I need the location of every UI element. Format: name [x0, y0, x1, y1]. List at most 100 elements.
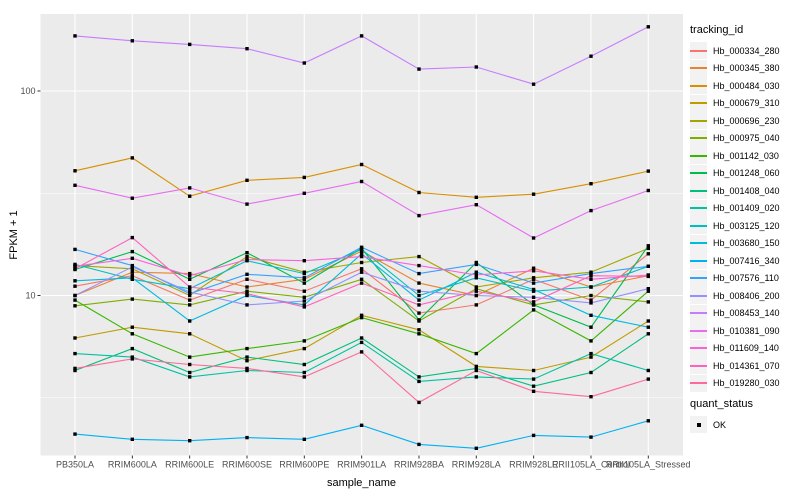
data-point	[73, 298, 77, 302]
data-point	[188, 42, 192, 47]
legend-item-Hb_000334_280: Hb_000334_280	[690, 42, 800, 60]
legend-key-icon	[690, 199, 707, 217]
legend-item-label: Hb_000334_280	[713, 45, 780, 56]
data-point	[474, 293, 478, 298]
data-point	[646, 419, 650, 423]
legend-item-Hb_001248_060: Hb_001248_060	[690, 164, 800, 183]
data-point	[474, 366, 478, 371]
data-point	[589, 339, 593, 343]
data-point	[417, 254, 421, 259]
x-tick-label: RRIM928LA	[452, 460, 501, 470]
data-point	[188, 274, 192, 278]
data-point	[417, 328, 421, 332]
series-line-swatch-icon	[690, 382, 707, 385]
data-point	[646, 169, 650, 173]
legend-item-Hb_000484_030: Hb_000484_030	[690, 77, 800, 95]
data-point	[531, 192, 536, 196]
data-point	[417, 400, 421, 405]
data-point	[188, 355, 192, 359]
data-point	[245, 292, 249, 296]
data-point	[474, 195, 478, 199]
data-point	[589, 271, 593, 276]
data-point	[417, 298, 421, 302]
data-point	[589, 395, 593, 399]
data-point	[245, 366, 249, 371]
x-tick-label: RRIM928LE	[509, 460, 558, 470]
series-line-swatch-icon	[690, 84, 707, 87]
data-point	[531, 236, 536, 240]
legend-item-label: Hb_003680_150	[713, 238, 780, 249]
data-point	[589, 435, 593, 439]
legend-item-Hb_001409_020: Hb_001409_020	[690, 199, 800, 218]
data-point	[474, 260, 478, 265]
legend-key-icon	[690, 339, 707, 357]
data-point	[359, 247, 364, 252]
legend-item-label: Hb_010381_090	[713, 325, 780, 336]
data-point	[589, 54, 593, 58]
data-point	[417, 311, 421, 315]
data-point	[531, 308, 536, 312]
series-line-swatch-icon	[690, 207, 707, 210]
series-line-swatch-icon	[690, 67, 707, 70]
data-point	[417, 379, 421, 384]
legend-key-icon	[690, 129, 707, 147]
data-point	[245, 303, 249, 307]
data-point	[589, 325, 593, 329]
data-point	[245, 346, 249, 351]
data-point	[474, 65, 478, 69]
series-line-swatch-icon	[690, 49, 707, 52]
legend-item-label: Hb_008406_200	[713, 290, 780, 301]
data-point	[646, 319, 650, 323]
data-point	[646, 252, 650, 256]
legend-key-icon	[690, 322, 707, 340]
data-point	[359, 340, 364, 345]
data-point	[130, 355, 134, 359]
data-point	[245, 368, 249, 373]
data-point	[359, 350, 364, 354]
legend-tracking-id: tracking_id Hb_000334_280 Hb_000345_380 Hb…	[690, 24, 800, 392]
legend-key-icon	[690, 217, 707, 235]
data-point	[589, 285, 593, 289]
data-point	[531, 269, 536, 273]
data-point	[302, 303, 306, 307]
data-point	[359, 277, 364, 281]
x-axis-title: sample_name	[326, 477, 397, 489]
data-point	[73, 34, 77, 38]
data-point	[417, 263, 421, 268]
legend-key-icon	[690, 234, 707, 252]
data-point	[474, 262, 478, 267]
data-point	[73, 183, 77, 187]
data-point	[302, 375, 306, 379]
data-point	[646, 289, 650, 293]
series-line-swatch-icon	[690, 277, 707, 280]
data-point	[646, 274, 650, 279]
data-point	[531, 377, 536, 381]
data-point	[474, 273, 478, 277]
data-point	[589, 370, 593, 375]
data-point	[245, 285, 249, 289]
data-point	[359, 270, 364, 274]
data-point	[73, 304, 77, 308]
point-square-icon	[696, 422, 701, 427]
legend-item-label: Hb_001409_020	[713, 203, 780, 214]
legend-item-label: Hb_011609_140	[713, 343, 779, 354]
data-point	[531, 368, 536, 373]
data-point	[474, 375, 478, 379]
data-point	[646, 188, 650, 193]
data-point	[589, 208, 593, 213]
x-tick-label: RRIM600PE	[279, 460, 329, 470]
data-point	[474, 446, 478, 450]
legend-key-icon	[690, 304, 707, 322]
legend-item-label: Hb_000679_310	[713, 98, 780, 109]
data-point	[359, 254, 364, 259]
legend-item-label: Hb_003125_120	[713, 220, 780, 231]
data-point	[73, 264, 77, 268]
data-point	[188, 287, 192, 291]
data-point	[73, 284, 77, 288]
data-point	[359, 252, 364, 256]
legend-item-label: Hb_000345_380	[713, 63, 780, 74]
legend-item-quant-0: OK	[690, 416, 800, 434]
data-point	[302, 339, 306, 343]
data-point	[417, 281, 421, 285]
